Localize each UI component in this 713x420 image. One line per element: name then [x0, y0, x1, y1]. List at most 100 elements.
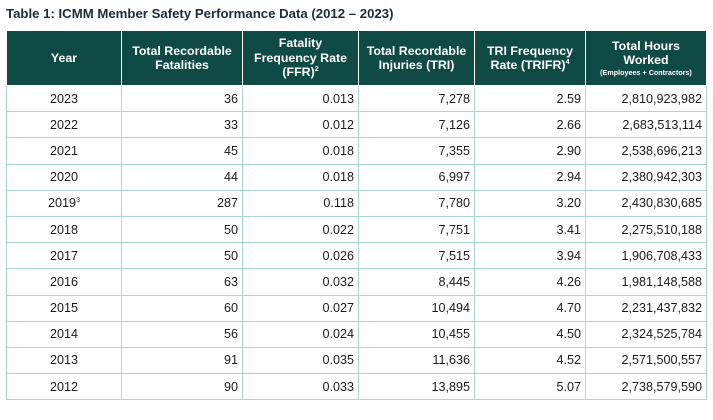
cell-fatalities: 63 [121, 268, 243, 296]
footnote-marker: 3 [76, 197, 80, 205]
table-row: 2017 50 0.026 7,515 3.94 1,906,708,433 [6, 242, 707, 270]
cell-tri: 7,751 [358, 215, 475, 244]
cell-ffr: 0.026 [242, 242, 359, 270]
cell-ffr: 0.118 [242, 189, 359, 217]
cell-hours: 1,906,708,433 [585, 242, 707, 270]
cell-ffr: 0.022 [242, 215, 359, 244]
cell-year: 2022 [6, 111, 122, 139]
cell-trifr: 4.52 [474, 346, 586, 375]
table-row: 2012 90 0.033 13,895 5.07 2,738,579,590 [6, 373, 707, 401]
table-row: 2021 45 0.018 7,355 2.90 2,538,696,213 [6, 137, 707, 165]
cell-hours: 2,324,525,784 [585, 320, 707, 348]
cell-trifr: 3.41 [474, 215, 586, 244]
cell-trifr: 2.90 [474, 137, 586, 165]
cell-year: 2015 [6, 294, 122, 322]
header-year: Year [6, 30, 122, 86]
table-row: 2023 36 0.013 7,278 2.59 2,810,923,982 [6, 84, 707, 113]
footnote-marker: 2 [314, 66, 319, 74]
cell-ffr: 0.035 [242, 346, 359, 375]
table-row: 2020 44 0.018 6,997 2.94 2,380,942,303 [6, 163, 707, 191]
cell-year: 2018 [6, 215, 122, 244]
header-trifr: TRI Frequency Rate (TRIFR)4 [474, 30, 586, 86]
cell-hours: 2,683,513,114 [585, 111, 707, 139]
cell-trifr: 5.07 [474, 373, 586, 401]
cell-tri: 11,636 [358, 346, 475, 375]
cell-ffr: 0.027 [242, 294, 359, 322]
cell-fatalities: 44 [121, 163, 243, 191]
cell-trifr: 2.66 [474, 111, 586, 139]
cell-year: 2016 [6, 268, 122, 296]
cell-hours: 2,275,510,188 [585, 215, 707, 244]
cell-year: 2017 [6, 242, 122, 270]
table-row: 2015 60 0.027 10,494 4.70 2,231,437,832 [6, 294, 707, 322]
cell-hours: 2,231,437,832 [585, 294, 707, 322]
cell-tri: 7,355 [358, 137, 475, 165]
cell-ffr: 0.013 [242, 84, 359, 113]
cell-tri: 13,895 [358, 373, 475, 401]
cell-fatalities: 60 [121, 294, 243, 322]
cell-ffr: 0.032 [242, 268, 359, 296]
cell-year: 2021 [6, 137, 122, 165]
cell-ffr: 0.012 [242, 111, 359, 139]
cell-fatalities: 50 [121, 242, 243, 270]
table-header: Year Total Recordable Fatalities Fatalit… [6, 30, 707, 86]
table-row: 2014 56 0.024 10,455 4.50 2,324,525,784 [6, 320, 707, 348]
footnote-marker: 4 [565, 58, 570, 66]
cell-ffr: 0.018 [242, 137, 359, 165]
cell-fatalities: 287 [121, 189, 243, 217]
cell-year: 2012 [6, 373, 122, 401]
cell-fatalities: 56 [121, 320, 243, 348]
cell-fatalities: 50 [121, 215, 243, 244]
cell-hours: 2,738,579,590 [585, 373, 707, 401]
cell-ffr: 0.024 [242, 320, 359, 348]
table-row: 2013 91 0.035 11,636 4.52 2,571,500,557 [6, 346, 707, 375]
cell-fatalities: 36 [121, 84, 243, 113]
cell-ffr: 0.018 [242, 163, 359, 191]
table-row: 2022 33 0.012 7,126 2.66 2,683,513,114 [6, 111, 707, 139]
cell-hours: 2,571,500,557 [585, 346, 707, 375]
cell-hours: 2,810,923,982 [585, 84, 707, 113]
cell-trifr: 3.20 [474, 189, 586, 217]
header-ffr: Fatality Frequency Rate (FFR)2 [242, 30, 359, 86]
header-fatalities: Total Recordable Fatalities [121, 30, 243, 86]
cell-trifr: 3.94 [474, 242, 586, 270]
cell-tri: 7,278 [358, 84, 475, 113]
cell-fatalities: 91 [121, 346, 243, 375]
cell-trifr: 4.70 [474, 294, 586, 322]
table-row: 2016 63 0.032 8,445 4.26 1,981,148,588 [6, 268, 707, 296]
cell-hours: 2,538,696,213 [585, 137, 707, 165]
header-row: Year Total Recordable Fatalities Fatalit… [6, 30, 707, 86]
cell-tri: 10,494 [358, 294, 475, 322]
cell-year: 2020 [6, 163, 122, 191]
cell-hours: 2,380,942,303 [585, 163, 707, 191]
cell-fatalities: 45 [121, 137, 243, 165]
cell-tri: 6,997 [358, 163, 475, 191]
cell-hours: 1,981,148,588 [585, 268, 707, 296]
cell-ffr: 0.033 [242, 373, 359, 401]
cell-fatalities: 33 [121, 111, 243, 139]
safety-performance-table: Year Total Recordable Fatalities Fatalit… [6, 30, 707, 401]
cell-year: 20193 [6, 189, 122, 217]
table-body: 2023 36 0.013 7,278 2.59 2,810,923,982 2022 33 0… [6, 84, 707, 401]
cell-hours: 2,430,830,685 [585, 189, 707, 217]
table-row: 2018 50 0.022 7,751 3.41 2,275,510,188 [6, 215, 707, 244]
cell-tri: 7,780 [358, 189, 475, 217]
header-hours: Total Hours Worked (Employees + Contracto… [585, 30, 707, 86]
cell-fatalities: 90 [121, 373, 243, 401]
cell-tri: 8,445 [358, 268, 475, 296]
cell-year: 2013 [6, 346, 122, 375]
cell-tri: 10,455 [358, 320, 475, 348]
cell-year: 2014 [6, 320, 122, 348]
cell-trifr: 2.59 [474, 84, 586, 113]
header-hours-subtitle: (Employees + Contractors) [600, 67, 692, 77]
cell-tri: 7,515 [358, 242, 475, 270]
table-row: 20193 287 0.118 7,780 3.20 2,430,830,685 [6, 189, 707, 217]
cell-trifr: 4.50 [474, 320, 586, 348]
table-title: Table 1: ICMM Member Safety Performance … [6, 6, 394, 21]
cell-year: 2023 [6, 84, 122, 113]
header-tri: Total Recordable Injuries (TRI) [358, 30, 475, 86]
cell-trifr: 2.94 [474, 163, 586, 191]
cell-trifr: 4.26 [474, 268, 586, 296]
cell-tri: 7,126 [358, 111, 475, 139]
